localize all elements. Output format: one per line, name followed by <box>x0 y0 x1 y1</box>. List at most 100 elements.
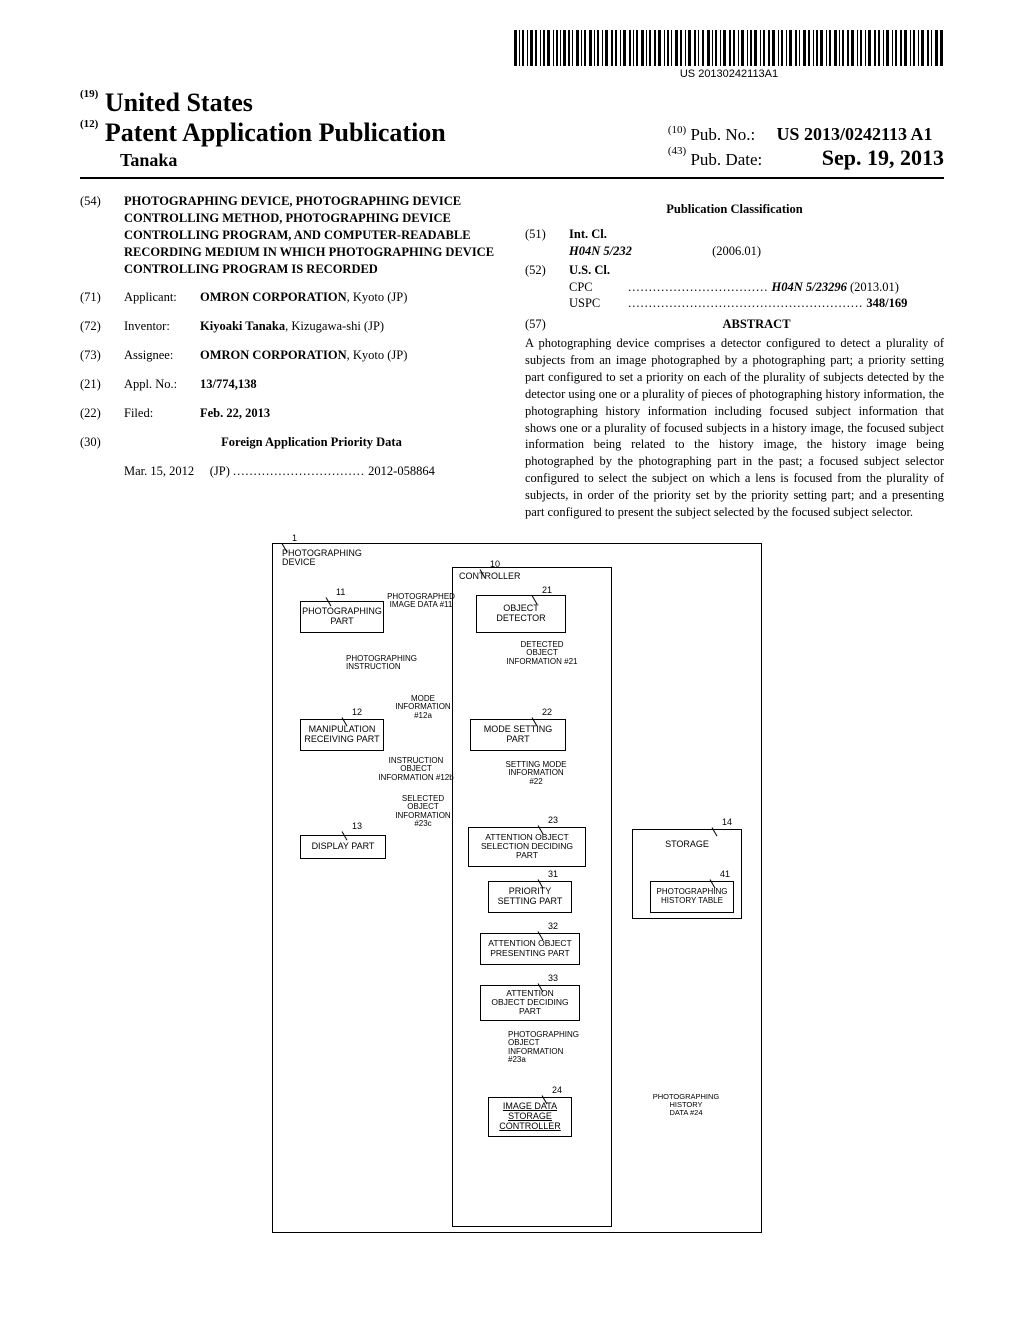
label-instr-obj: INSTRUCTION OBJECT INFORMATION #12b <box>376 757 456 782</box>
label-image-data: PHOTOGRAPHED IMAGE DATA #11 <box>386 593 456 610</box>
ref-41: 41 <box>720 869 730 879</box>
label-22: Filed: <box>124 405 200 422</box>
ref-12: 12 <box>352 707 362 717</box>
box-23: ATTENTION OBJECT SELECTION DECIDING PART <box>468 827 586 867</box>
box-24: IMAGE DATA STORAGE CONTROLLER <box>488 1097 572 1137</box>
code-51: (51) <box>525 226 569 260</box>
code-21: (21) <box>80 376 124 393</box>
assignee-loc: , Kyoto (JP) <box>347 348 408 362</box>
inventor-name: Kiyoaki Tanaka <box>200 319 285 333</box>
pubdate-label: Pub. Date: <box>690 150 762 169</box>
intcl-label: Int. Cl. <box>569 227 607 241</box>
pubtype: Patent Application Publication <box>105 118 446 147</box>
ref-24: 24 <box>552 1085 562 1095</box>
header-inventor: Tanaka <box>80 150 446 171</box>
label-71: Applicant: <box>124 289 200 306</box>
label-photo-instr: PHOTOGRAPHING INSTRUCTION <box>346 655 426 672</box>
cpc-dots: .................................. <box>628 279 768 296</box>
country: United States <box>105 88 253 117</box>
uscl: U.S. Cl. CPC ...........................… <box>569 262 944 313</box>
ref-33: 33 <box>548 973 558 983</box>
fapd-date: Mar. 15, 2012 <box>124 464 194 478</box>
body-columns: (54) PHOTOGRAPHING DEVICE, PHOTOGRAPHING… <box>80 193 944 521</box>
field-54: (54) PHOTOGRAPHING DEVICE, PHOTOGRAPHING… <box>80 193 499 277</box>
fapd-line: Mar. 15, 2012 (JP) .....................… <box>124 463 499 480</box>
field-51: (51) Int. Cl. H04N 5/232 (2006.01) <box>525 226 944 260</box>
controller-label: CONTROLLER <box>459 572 521 582</box>
field-30-head: (30) Foreign Application Priority Data <box>80 434 499 451</box>
ref-21: 21 <box>542 585 552 595</box>
code-43: (43) <box>668 145 686 157</box>
box-22: MODE SETTING PART <box>470 719 566 751</box>
field-52: (52) U.S. Cl. CPC ......................… <box>525 262 944 313</box>
label-mode-info: MODE INFORMATION #12a <box>388 695 458 720</box>
barcode-text: US 20130242113A1 <box>514 68 944 80</box>
field-73: (73) Assignee: OMRON CORPORATION, Kyoto … <box>80 347 499 364</box>
uscl-label: U.S. Cl. <box>569 263 610 277</box>
cpc-date: (2013.01) <box>850 280 899 294</box>
ref-1: 1 <box>292 533 297 543</box>
patent-page: US 20130242113A1 (19) United States (12)… <box>0 0 1024 1277</box>
code-10: (10) <box>668 124 686 136</box>
cpc-label: CPC <box>569 279 625 296</box>
pubno: US 2013/0242113 A1 <box>776 124 932 144</box>
val-72: Kiyoaki Tanaka, Kizugawa-shi (JP) <box>200 318 499 335</box>
code-71: (71) <box>80 289 124 306</box>
field-71: (71) Applicant: OMRON CORPORATION, Kyoto… <box>80 289 499 306</box>
label-72: Inventor: <box>124 318 200 335</box>
inventor-loc: , Kizugawa-shi (JP) <box>285 319 384 333</box>
code-57: (57) <box>525 316 569 333</box>
block-diagram: 1 PHOTOGRAPHING DEVICE CONTROLLER 10 PHO… <box>252 537 772 1237</box>
uspc-val: 348/169 <box>866 296 907 310</box>
barcode: US 20130242113A1 <box>514 30 944 80</box>
label-photo-hist: PHOTOGRAPHING HISTORY DATA #24 <box>646 1093 726 1117</box>
field-57: (57) ABSTRACT <box>525 316 944 333</box>
applno: 13/774,138 <box>200 377 257 391</box>
title-54: PHOTOGRAPHING DEVICE, PHOTOGRAPHING DEVI… <box>124 193 499 277</box>
code-72: (72) <box>80 318 124 335</box>
code-52: (52) <box>525 262 569 313</box>
pubdate: Sep. 19, 2013 <box>822 145 944 170</box>
val-21: 13/774,138 <box>200 376 499 393</box>
pubdate-line: (43) Pub. Date: Sep. 19, 2013 <box>668 145 944 171</box>
right-column: Publication Classification (51) Int. Cl.… <box>525 193 944 521</box>
box-41: PHOTOGRAPHING HISTORY TABLE <box>650 881 734 913</box>
fapd-cc: (JP) <box>210 464 230 478</box>
intcl-sym: H04N 5/232 <box>569 244 632 258</box>
filed-date: Feb. 22, 2013 <box>200 406 270 420</box>
label-21: Appl. No.: <box>124 376 200 393</box>
code-30: (30) <box>80 434 124 451</box>
ref-32: 32 <box>548 921 558 931</box>
label-selected-obj: SELECTED OBJECT INFORMATION #23c <box>388 795 458 829</box>
code-73: (73) <box>80 347 124 364</box>
barcode-area: US 20130242113A1 <box>80 30 944 82</box>
ref-11: 11 <box>336 587 345 597</box>
country-line: (19) United States <box>80 88 446 118</box>
outer-label: PHOTOGRAPHING DEVICE <box>282 549 362 568</box>
applicant-loc: , Kyoto (JP) <box>347 290 408 304</box>
ref-23: 23 <box>548 815 558 825</box>
pubno-line: (10) Pub. No.: US 2013/0242113 A1 <box>668 124 944 145</box>
pubtype-line: (12) Patent Application Publication <box>80 118 446 148</box>
assignee-name: OMRON CORPORATION <box>200 348 347 362</box>
code-54: (54) <box>80 193 124 277</box>
uspc-label: USPC <box>569 295 625 312</box>
box-13: DISPLAY PART <box>300 835 386 859</box>
figure-wrap: 1 PHOTOGRAPHING DEVICE CONTROLLER 10 PHO… <box>80 537 944 1237</box>
fapd-dots: ................................ <box>233 463 365 480</box>
ref-31: 31 <box>548 869 558 879</box>
code-22: (22) <box>80 405 124 422</box>
code-12: (12) <box>80 118 98 130</box>
uspc-dots: ........................................… <box>628 295 863 312</box>
box-32: ATTENTION OBJECT PRESENTING PART <box>480 933 580 965</box>
cpc-val: H04N 5/23296 <box>772 280 847 294</box>
applicant-name: OMRON CORPORATION <box>200 290 347 304</box>
header-row: (19) United States (12) Patent Applicati… <box>80 88 944 179</box>
pubno-label: Pub. No.: <box>690 125 755 144</box>
intcl: Int. Cl. H04N 5/232 (2006.01) <box>569 226 944 260</box>
box-11: PHOTOGRAPHING PART <box>300 601 384 633</box>
field-30-data: Mar. 15, 2012 (JP) .....................… <box>80 463 499 480</box>
abstract-text: A photographing device comprises a detec… <box>525 335 944 521</box>
header-right: (10) Pub. No.: US 2013/0242113 A1 (43) P… <box>668 124 944 171</box>
box-21: OBJECT DETECTOR <box>476 595 566 633</box>
